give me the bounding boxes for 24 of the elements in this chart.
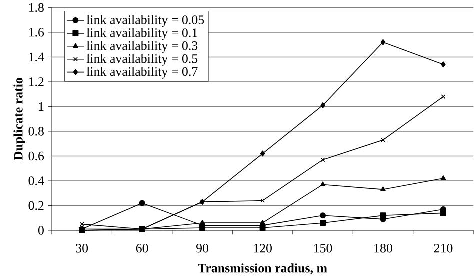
x-tick-label: 90: [196, 244, 209, 253]
y-tick-label: 0.8: [28, 126, 44, 136]
legend-label: link availability = 0.7: [86, 66, 198, 79]
x-tick-label: 180: [374, 244, 392, 253]
legend-label: link availability = 0.3: [86, 40, 198, 53]
legend-label: link availability = 0.05: [86, 15, 204, 27]
x-tick-label: 210: [434, 244, 453, 253]
legend-label: link availability = 0.5: [86, 54, 198, 66]
x-axis-title: Transmission radius, m: [198, 263, 328, 274]
y-tick-label: 1.4: [29, 52, 44, 62]
y-tick-label: 1.8: [29, 3, 44, 12]
y-tick-label: 0.4: [28, 176, 44, 186]
x-tick-label: 60: [136, 244, 148, 253]
y-tick-label: 0.2: [28, 201, 44, 210]
x-tick-label: 150: [314, 244, 332, 253]
y-tick-label: 0: [38, 226, 44, 235]
y-tick-label: 1: [39, 102, 44, 111]
y-tick-label: 0.6: [28, 152, 44, 160]
y-axis-title: Duplicate ratio: [14, 78, 26, 160]
x-tick-label: 120: [254, 244, 272, 253]
legend-label: link availability = 0.1: [86, 28, 198, 40]
y-tick-label: 1.6: [29, 28, 44, 37]
x-tick-label: 30: [76, 244, 88, 253]
y-tick-label: 1.2: [29, 77, 44, 86]
